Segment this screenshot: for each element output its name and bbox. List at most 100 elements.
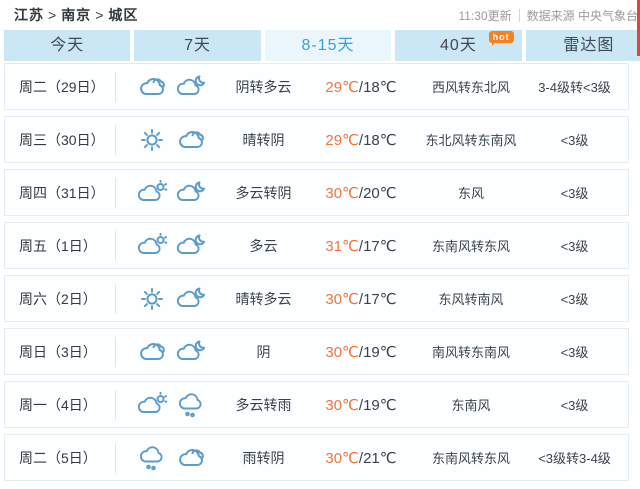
weather-icons xyxy=(116,232,226,259)
weather-text: 阴 xyxy=(256,343,271,360)
weather-text: 多云 xyxy=(249,237,278,254)
temp-low: /21℃ xyxy=(358,449,397,467)
forecast-table: 周二（29日） 阴转多云 29℃/18℃ 西风转东北风 3-4级转<3级 周三（30日）晴… xyxy=(4,63,629,481)
tab-label: 雷达图 xyxy=(563,37,615,54)
temp-low: /18℃ xyxy=(358,131,397,149)
wind-level: <3级 xyxy=(560,398,589,413)
cloud-moon-icon xyxy=(175,74,207,100)
overcast-icon xyxy=(136,339,168,365)
cloud-moon-icon xyxy=(175,233,207,259)
temp-high: 30℃ xyxy=(325,343,359,361)
breadcrumb-item[interactable]: 城区 xyxy=(108,7,139,23)
temp-low: /18℃ xyxy=(358,78,397,96)
temp-low: /19℃ xyxy=(358,343,397,361)
data-source: 数据来源 中央气象台 xyxy=(526,8,638,23)
wind-level: <3级转3-4级 xyxy=(538,451,611,466)
temperature: 29℃/18℃ xyxy=(301,78,421,96)
temperature: 30℃/20℃ xyxy=(301,184,421,202)
tab-40天[interactable]: 40天 hot xyxy=(395,30,522,61)
forecast-tabs: 今天 7天 8-15天 40天 hot 雷达图 xyxy=(4,30,640,61)
wind-direction: 南风转东南风 xyxy=(431,345,510,360)
meta-divider xyxy=(518,8,520,22)
temperature: 31℃/17℃ xyxy=(301,237,421,255)
sun-icon xyxy=(136,286,168,312)
temperature: 29℃/18℃ xyxy=(301,131,421,149)
tab-雷达图[interactable]: 雷达图 xyxy=(525,30,640,61)
breadcrumb: 江苏 > 南京 > 城区 xyxy=(14,5,138,25)
wind-level: <3级 xyxy=(560,292,589,307)
tab-今天[interactable]: 今天 xyxy=(4,30,131,61)
wind-level: <3级 xyxy=(560,345,589,360)
overcast-icon xyxy=(175,127,207,153)
breadcrumb-separator: > xyxy=(48,7,58,23)
wind-direction: 东北风转东南风 xyxy=(425,133,517,148)
temperature: 30℃/17℃ xyxy=(301,290,421,308)
rain-icon xyxy=(175,392,207,418)
day-label: 周二（5日） xyxy=(19,449,97,466)
cloud-sun-icon xyxy=(136,232,168,259)
temp-high: 31℃ xyxy=(325,237,359,255)
wind-direction: 东南风 xyxy=(451,398,491,413)
forecast-row: 周二（5日） 雨转阴 30℃/21℃ 东南风转东风 <3级转3-4级 xyxy=(4,434,629,481)
weather-icons xyxy=(116,127,226,153)
weather-icons xyxy=(116,74,226,100)
tab-8-15天[interactable]: 8-15天 xyxy=(264,30,392,61)
day-label: 周六（2日） xyxy=(19,290,97,307)
temp-high: 30℃ xyxy=(325,449,359,467)
weather-text: 晴转多云 xyxy=(235,290,292,307)
row-divider xyxy=(115,283,116,314)
forecast-row: 周日（3日） 阴 30℃/19℃ 南风转东南风 <3级 xyxy=(4,328,629,375)
day-label: 周四（31日） xyxy=(19,184,105,201)
day-label: 周三（30日） xyxy=(19,131,105,148)
wind-level: <3级 xyxy=(560,133,589,148)
temp-high: 29℃ xyxy=(325,131,359,149)
sun-icon xyxy=(136,127,168,153)
day-label: 周五（1日） xyxy=(19,237,97,254)
breadcrumb-item[interactable]: 江苏 xyxy=(14,7,44,23)
wind-direction: 东风转南风 xyxy=(438,292,504,307)
breadcrumb-separator: > xyxy=(95,7,105,23)
weather-text: 晴转阴 xyxy=(242,131,285,148)
breadcrumb-item[interactable]: 南京 xyxy=(61,7,92,23)
forecast-row: 周三（30日） 晴转阴 29℃/18℃ 东北风转东南风 <3级 xyxy=(4,116,629,163)
meta-info: 11:30更新 数据来源 中央气象台 xyxy=(459,7,638,24)
temp-low: /17℃ xyxy=(358,237,397,255)
forecast-row: 周四（31日） 多云转阴 30℃/20℃ 东风 <3级 xyxy=(4,169,629,216)
tab-label: 8-15天 xyxy=(301,37,355,54)
rain-icon xyxy=(136,445,168,471)
row-divider xyxy=(115,177,116,208)
row-divider xyxy=(115,124,116,155)
weather-icons xyxy=(116,445,226,471)
row-divider xyxy=(115,71,116,102)
temp-high: 30℃ xyxy=(325,184,359,202)
hot-badge: hot xyxy=(488,31,514,46)
temperature: 30℃/21℃ xyxy=(301,449,421,467)
update-time: 11:30更新 xyxy=(458,8,512,23)
weather-text: 阴转多云 xyxy=(235,78,292,95)
day-label: 周一（4日） xyxy=(19,396,97,413)
tab-label: 40天 xyxy=(440,37,477,54)
temp-low: /17℃ xyxy=(358,290,397,308)
temp-high: 29℃ xyxy=(325,78,359,96)
wind-direction: 东风 xyxy=(457,186,484,201)
forecast-row: 周一（4日） 多云转雨 30℃/19℃ 东南风 <3级 xyxy=(4,381,629,428)
row-divider xyxy=(115,389,116,420)
wind-level: <3级 xyxy=(560,186,589,201)
top-bar: 江苏 > 南京 > 城区 11:30更新 数据来源 中央气象台 xyxy=(0,0,640,30)
forecast-row: 周二（29日） 阴转多云 29℃/18℃ 西风转东北风 3-4级转<3级 xyxy=(4,63,629,110)
cloud-moon-icon xyxy=(175,180,207,206)
wind-level: 3-4级转<3级 xyxy=(538,80,611,95)
right-edge-red-marker xyxy=(637,0,640,56)
cloud-sun-icon xyxy=(136,179,168,206)
overcast-icon xyxy=(175,445,207,471)
temp-low: /19℃ xyxy=(358,396,397,414)
forecast-row: 周六（2日） 晴转多云 30℃/17℃ 东风转南风 <3级 xyxy=(4,275,629,322)
temperature: 30℃/19℃ xyxy=(301,396,421,414)
day-label: 周二（29日） xyxy=(19,78,105,95)
forecast-row: 周五（1日） 多云 31℃/17℃ 东南风转东风 <3级 xyxy=(4,222,629,269)
tab-7天[interactable]: 7天 xyxy=(134,30,261,61)
temp-high: 30℃ xyxy=(325,396,359,414)
row-divider xyxy=(115,336,116,367)
temp-low: /20℃ xyxy=(358,184,397,202)
